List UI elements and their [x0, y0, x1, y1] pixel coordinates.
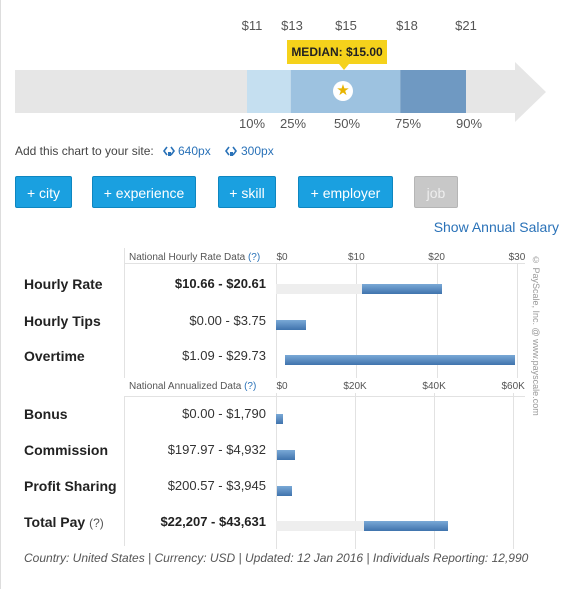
hourly-range-bar [276, 320, 307, 330]
annual-gridline [355, 393, 357, 549]
row-label-commission: Commission [24, 442, 109, 458]
row-value-bonus: $0.00 - $1,790 [182, 406, 266, 421]
star-icon: ★ [333, 81, 353, 101]
annual-gridline [513, 393, 515, 549]
total-pay-help-link[interactable]: (?) [89, 516, 104, 530]
hourly-gridline [516, 264, 518, 378]
row-label-hourly-tips: Hourly Tips [24, 313, 101, 329]
embed-code-icon [163, 146, 175, 156]
percentile-arrow [15, 62, 546, 122]
row-label-profit-sharing: Profit Sharing [24, 478, 117, 494]
annual-range-background [276, 521, 449, 531]
add-skill-button[interactable]: + skill [218, 176, 276, 208]
annual-tick-label: $0 [276, 381, 288, 392]
annual-tick-label: $40K [422, 381, 446, 392]
value-label-p90: $21 [455, 18, 477, 33]
embed-chart-text: Add this chart to your site: [15, 144, 154, 158]
row-value-hourly-tips: $0.00 - $3.75 [189, 313, 266, 328]
value-label-p10: $11 [241, 18, 263, 33]
value-label-p75: $18 [396, 18, 418, 33]
job-button[interactable]: job [414, 176, 458, 208]
add-city-button[interactable]: + city [15, 176, 72, 208]
hourly-gridline [436, 264, 438, 378]
value-label-p25: $13 [281, 18, 303, 33]
annual-range-bar [363, 521, 449, 531]
band-p75-p90 [400, 70, 466, 113]
percentile-label-75: 75% [394, 116, 422, 131]
annual-section-title-text: National Annualized Data [129, 381, 242, 392]
salary-table [0, 240, 573, 546]
hourly-tick-label: $20 [428, 252, 445, 263]
percentile-label-50: 50% [333, 116, 361, 131]
row-value-total-pay: $22,207 - $43,631 [160, 514, 266, 529]
annual-gridline [434, 393, 436, 549]
hourly-tick-label: $10 [347, 252, 365, 263]
annual-tick-label: $60K [501, 381, 525, 392]
add-employer-button[interactable]: + employer [298, 176, 393, 208]
annual-range-bar [276, 414, 284, 424]
row-value-profit-sharing: $200.57 - $3,945 [167, 478, 266, 493]
hourly-section-title-text: National Hourly Rate Data [129, 252, 246, 263]
hourly-tick-label: $30 [508, 252, 526, 263]
annual-tick-label: $20K [343, 381, 367, 392]
add-experience-button[interactable]: + experience [92, 176, 196, 208]
annual-range-bar [276, 486, 292, 496]
table-divider [124, 396, 125, 546]
hourly-section-title: National Hourly Rate Data (?) [129, 252, 260, 263]
hourly-range-bar [361, 284, 442, 294]
hourly-tick-label: $0 [276, 252, 288, 263]
row-value-hourly-rate: $10.66 - $20.61 [174, 276, 266, 291]
hourly-range-background [276, 284, 442, 294]
table-divider [124, 396, 525, 397]
median-badge-pointer [339, 64, 349, 70]
percentile-label-10: 10% [238, 116, 266, 131]
total-pay-label: Total Pay [24, 514, 86, 530]
hourly-help-link[interactable]: (?) [247, 252, 261, 263]
percentile-label-25: 25% [279, 116, 307, 131]
row-label-hourly-rate: Hourly Rate [24, 276, 103, 292]
band-p10-p25 [247, 70, 291, 113]
percentile-chart: $11 $13 $15 $18 $21 MEDIAN: $15.00 ★ 10%… [0, 0, 573, 140]
row-label-total-pay: Total Pay (?) [24, 514, 104, 530]
embed-code-icon [225, 146, 237, 156]
hourly-range-bar [284, 355, 515, 365]
percentile-label-90: 90% [455, 116, 483, 131]
embed-300-link[interactable]: 300px [241, 144, 274, 158]
row-value-commission: $197.97 - $4,932 [167, 442, 266, 457]
annual-help-link[interactable]: (?) [244, 381, 257, 392]
row-value-overtime: $1.09 - $29.73 [182, 348, 266, 363]
annual-section-title: National Annualized Data (?) [129, 381, 256, 392]
annual-range-bar [276, 450, 296, 460]
median-badge: MEDIAN: $15.00 [287, 40, 387, 64]
left-border [0, 0, 1, 589]
table-divider [124, 248, 125, 378]
annual-gridline [276, 393, 277, 549]
table-divider [124, 263, 525, 264]
row-label-overtime: Overtime [24, 348, 85, 364]
payscale-watermark: © PayScale, Inc. @ www.payscale.com [531, 255, 541, 416]
show-annual-salary-link[interactable]: Show Annual Salary [433, 219, 559, 235]
value-label-p50: $15 [335, 18, 357, 33]
row-label-bonus: Bonus [24, 406, 68, 422]
report-footer: Country: United States | Currency: USD |… [24, 551, 529, 565]
hourly-gridline [356, 264, 358, 378]
embed-640-link[interactable]: 640px [178, 144, 211, 158]
